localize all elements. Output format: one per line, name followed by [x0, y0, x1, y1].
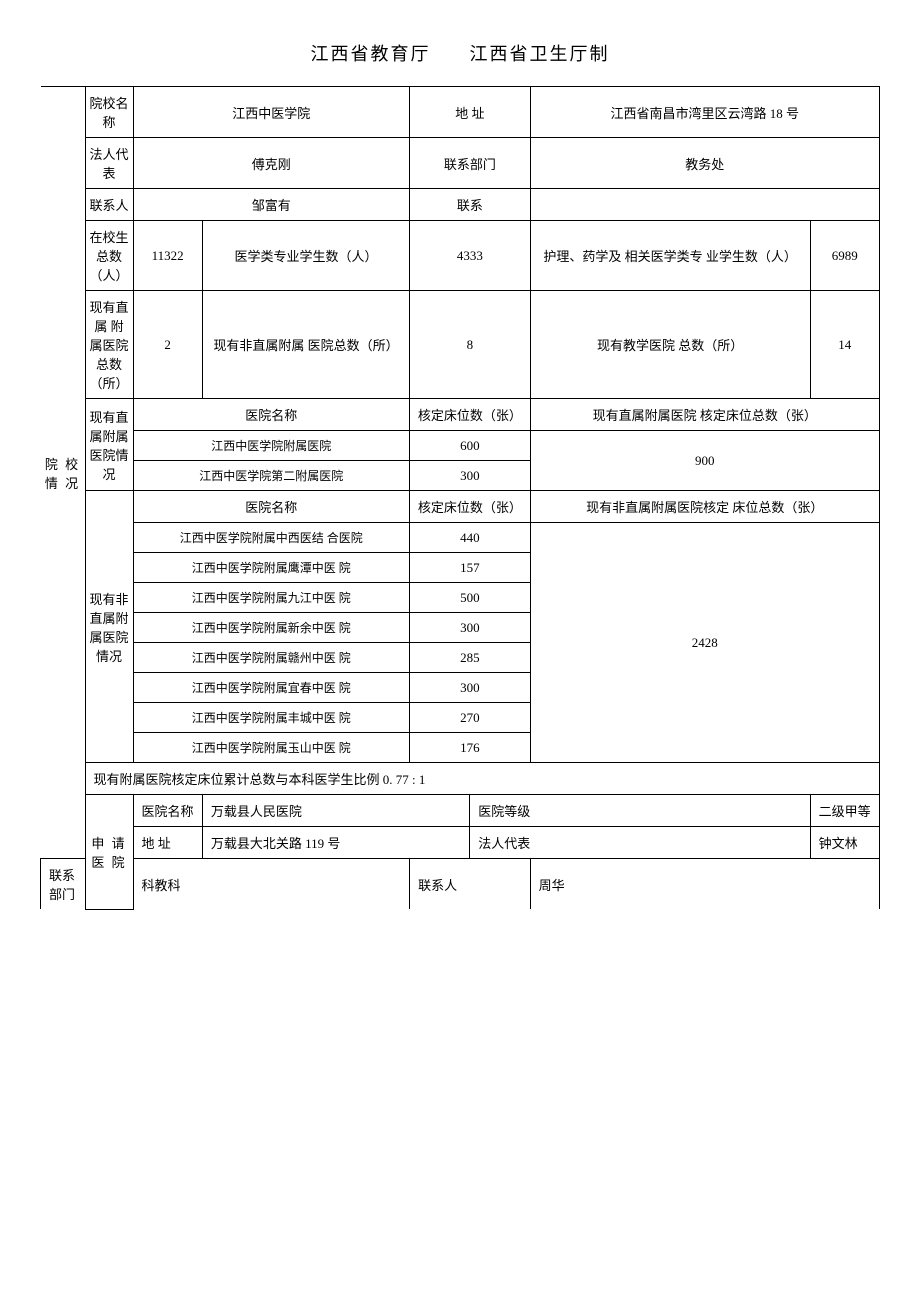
nondirect-row-2-beds: 500: [410, 583, 531, 613]
direct-total-beds: 900: [530, 431, 879, 491]
val-contact-dept: 教务处: [530, 138, 879, 189]
app-grade: 二级甲等: [810, 795, 879, 827]
app-hosp-name: 万载县人民医院: [202, 795, 469, 827]
direct-row-0-name: 江西中医学院附属医院: [133, 431, 410, 461]
val-contact: [530, 189, 879, 221]
val-legal-rep: 傅克刚: [133, 138, 410, 189]
label-contact-dept: 联系部门: [410, 138, 531, 189]
direct-row-1-name: 江西中医学院第二附属医院: [133, 461, 410, 491]
label-legal-rep: 法人代表: [85, 138, 133, 189]
college-section-label: 院 校 情 况: [41, 87, 86, 859]
label-contact-person: 联系人: [85, 189, 133, 221]
nondirect-row-7-beds: 176: [410, 733, 531, 763]
val-teaching-hosp-count: 14: [810, 291, 879, 399]
direct-group-label: 现有直 属附属 医院情况: [85, 399, 133, 491]
direct-header-name: 医院名称: [133, 399, 410, 431]
nondirect-row-7-name: 江西中医学院附属玉山中医 院: [133, 733, 410, 763]
app-legal-rep-label: 法人代表: [470, 827, 810, 859]
direct-row-1-beds: 300: [410, 461, 531, 491]
page-header: 江西省教育厅 江西省卫生厅制: [40, 40, 880, 66]
val-med-students: 4333: [410, 221, 531, 291]
nondirect-row-2-name: 江西中医学院附属九江中医 院: [133, 583, 410, 613]
nondirect-group-label: 现有非直属附属医院情况: [85, 491, 133, 763]
nondirect-row-4-beds: 285: [410, 643, 531, 673]
app-address: 万载县大北关路 119 号: [202, 827, 469, 859]
nondirect-row-6-beds: 270: [410, 703, 531, 733]
app-grade-label: 医院等级: [470, 795, 810, 827]
app-contact-person: 周华: [530, 859, 879, 910]
val-address: 江西省南昌市湾里区云湾路 18 号: [530, 87, 879, 138]
main-table: 院 校 情 况 院校名称 江西中医学院 地 址 江西省南昌市湾里区云湾路 18 …: [40, 86, 880, 910]
nondirect-row-1-beds: 157: [410, 553, 531, 583]
nondirect-header-beds: 核定床位数（张）: [410, 491, 531, 523]
direct-total-beds-header: 现有直属附属医院 核定床位总数（张）: [530, 399, 879, 431]
ratio-text: 现有附属医院核定床位累计总数与本科医学生比例 0. 77 : 1: [85, 763, 880, 795]
val-total-students: 11322: [133, 221, 202, 291]
header-right: 江西省卫生厅制: [470, 44, 610, 64]
val-contact-person: 邹富有: [133, 189, 410, 221]
nondirect-total-beds: 2428: [530, 523, 879, 763]
nondirect-row-0-name: 江西中医学院附属中西医结 合医院: [133, 523, 410, 553]
app-contact-person-label: 联系人: [410, 859, 531, 910]
app-legal-rep: 钟文林: [810, 827, 879, 859]
label-address: 地 址: [410, 87, 531, 138]
nondirect-row-5-name: 江西中医学院附属宜春中医 院: [133, 673, 410, 703]
label-school-name: 院校名称: [85, 87, 133, 138]
label-med-students: 医学类专业学生数（人）: [202, 221, 409, 291]
direct-header-beds: 核定床位数（张）: [410, 399, 531, 431]
nondirect-row-0-beds: 440: [410, 523, 531, 553]
val-school-name: 江西中医学院: [133, 87, 410, 138]
label-teaching-hosp-count: 现有教学医院 总数（所）: [530, 291, 810, 399]
label-related-students: 护理、药学及 相关医学类专 业学生数（人）: [530, 221, 810, 291]
app-address-label: 地 址: [133, 827, 202, 859]
nondirect-row-6-name: 江西中医学院附属丰城中医 院: [133, 703, 410, 733]
nondirect-row-3-name: 江西中医学院附属新余中医 院: [133, 613, 410, 643]
label-total-students: 在校生 总数（人）: [85, 221, 133, 291]
label-direct-hosp-count: 现有直属 附属医院 总数（所）: [85, 291, 133, 399]
header-left: 江西省教育厅: [311, 44, 431, 64]
val-nondirect-hosp-count: 8: [410, 291, 531, 399]
nondirect-row-1-name: 江西中医学院附属鹰潭中医 院: [133, 553, 410, 583]
applicant-section-label: 申 请 医 院: [85, 795, 133, 910]
label-contact: 联系: [410, 189, 531, 221]
nondirect-total-beds-header: 现有非直属附属医院核定 床位总数（张）: [530, 491, 879, 523]
app-contact-dept: 科教科: [133, 859, 410, 910]
app-contact-dept-label: 联系部门: [41, 859, 86, 910]
nondirect-header-name: 医院名称: [133, 491, 410, 523]
nondirect-row-3-beds: 300: [410, 613, 531, 643]
app-hosp-name-label: 医院名称: [133, 795, 202, 827]
val-related-students: 6989: [810, 221, 879, 291]
val-direct-hosp-count: 2: [133, 291, 202, 399]
nondirect-row-4-name: 江西中医学院附属赣州中医 院: [133, 643, 410, 673]
direct-row-0-beds: 600: [410, 431, 531, 461]
nondirect-row-5-beds: 300: [410, 673, 531, 703]
label-nondirect-hosp-count: 现有非直属附属 医院总数（所）: [202, 291, 409, 399]
